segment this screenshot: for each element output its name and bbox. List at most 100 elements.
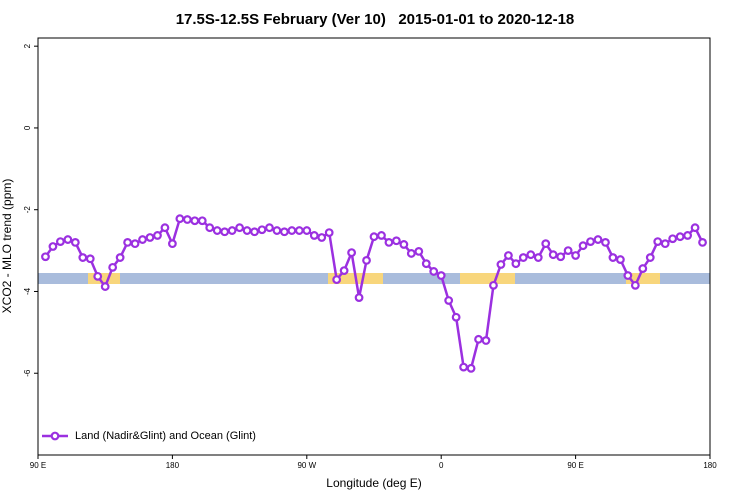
- data-point: [272, 226, 282, 235]
- data-point: [362, 256, 371, 265]
- data-point: [78, 253, 88, 262]
- data-point: [392, 236, 401, 246]
- data-point: [70, 238, 80, 247]
- data-point: [593, 235, 603, 244]
- data-point: [309, 231, 319, 240]
- y-axis-label: XCO2 - MLO trend (ppm): [0, 179, 14, 314]
- data-point: [153, 231, 162, 240]
- chart-title: 17.5S-12.5S February (Ver 10) 2015-01-01…: [176, 11, 575, 28]
- land-band: [626, 273, 660, 284]
- data-point: [556, 252, 566, 262]
- data-point: [466, 363, 476, 373]
- data-point: [526, 250, 536, 260]
- data-point: [339, 266, 349, 276]
- y-tick-label: -4: [23, 287, 32, 295]
- data-point: [489, 280, 498, 290]
- x-tick-label: 180: [703, 461, 717, 470]
- data-point: [481, 336, 491, 345]
- y-tick-label: -6: [23, 369, 32, 377]
- y-tick-label: 0: [23, 125, 32, 130]
- data-point: [160, 223, 170, 233]
- data-point: [630, 280, 640, 290]
- data-point: [130, 239, 140, 249]
- data-point: [212, 226, 222, 235]
- data-point: [100, 282, 110, 291]
- data-point: [406, 249, 416, 258]
- data-point: [377, 231, 386, 240]
- data-point: [56, 237, 65, 246]
- data-point: [429, 267, 439, 276]
- data-point: [302, 226, 312, 235]
- data-point: [265, 223, 274, 233]
- data-point: [250, 227, 259, 237]
- data-point: [451, 312, 461, 322]
- data-point: [167, 239, 177, 249]
- data-point: [354, 293, 364, 303]
- x-tick-label: 90 E: [30, 461, 46, 470]
- plot-frame: [37, 37, 711, 456]
- data-point: [280, 227, 289, 237]
- data-point: [541, 239, 551, 249]
- data-point: [220, 227, 230, 237]
- data-point: [242, 226, 252, 235]
- data-point: [601, 238, 610, 247]
- data-point: [496, 260, 506, 269]
- data-point: [548, 250, 558, 260]
- data-point: [190, 216, 200, 226]
- land-band: [460, 273, 515, 284]
- data-point: [571, 251, 580, 260]
- x-axis-label: Longitude (deg E): [326, 476, 421, 490]
- data-point: [660, 239, 670, 249]
- data-point: [645, 253, 655, 262]
- data-point: [108, 262, 118, 272]
- data-point: [317, 233, 327, 242]
- data-point: [347, 248, 357, 258]
- data-point: [123, 238, 132, 247]
- data-point: [369, 232, 379, 242]
- data-point: [93, 271, 103, 281]
- data-point: [332, 275, 342, 285]
- data-point: [578, 241, 588, 251]
- data-point: [85, 254, 95, 264]
- legend-label: Land (Nadir&Glint) and Ocean (Glint): [75, 430, 256, 442]
- y-tick-label: 2: [23, 43, 32, 48]
- data-point: [287, 226, 297, 235]
- data-point: [586, 237, 595, 246]
- data-point: [41, 252, 50, 262]
- legend-marker: [50, 431, 60, 441]
- data-point: [638, 264, 648, 273]
- data-point: [63, 235, 73, 244]
- data-point: [205, 223, 215, 233]
- data-point: [436, 271, 446, 280]
- data-point: [690, 223, 700, 233]
- data-point: [608, 253, 618, 262]
- data-point: [324, 228, 334, 238]
- data-point: [504, 251, 513, 260]
- x-tick-label: 90 W: [297, 461, 316, 470]
- data-point: [294, 226, 304, 235]
- land-band: [88, 273, 120, 284]
- data-point: [175, 214, 185, 224]
- x-tick-label: 0: [439, 461, 444, 470]
- data-point: [48, 242, 58, 251]
- data-point: [698, 238, 707, 247]
- x-tick-label: 90 E: [567, 461, 583, 470]
- data-point: [227, 226, 237, 235]
- data-point: [384, 238, 394, 247]
- data-point: [675, 232, 685, 242]
- data-point: [474, 334, 483, 344]
- data-point: [197, 216, 207, 226]
- data-point: [421, 259, 431, 269]
- data-point: [145, 233, 155, 242]
- x-tick-label: 180: [166, 461, 180, 470]
- data-point: [653, 237, 663, 246]
- data-point: [138, 235, 147, 244]
- data-point: [616, 255, 625, 264]
- data-point: [115, 253, 125, 262]
- data-point: [399, 240, 409, 249]
- data-point: [563, 246, 573, 255]
- data-point: [235, 223, 245, 233]
- data-point: [414, 247, 424, 256]
- data-point: [623, 271, 633, 280]
